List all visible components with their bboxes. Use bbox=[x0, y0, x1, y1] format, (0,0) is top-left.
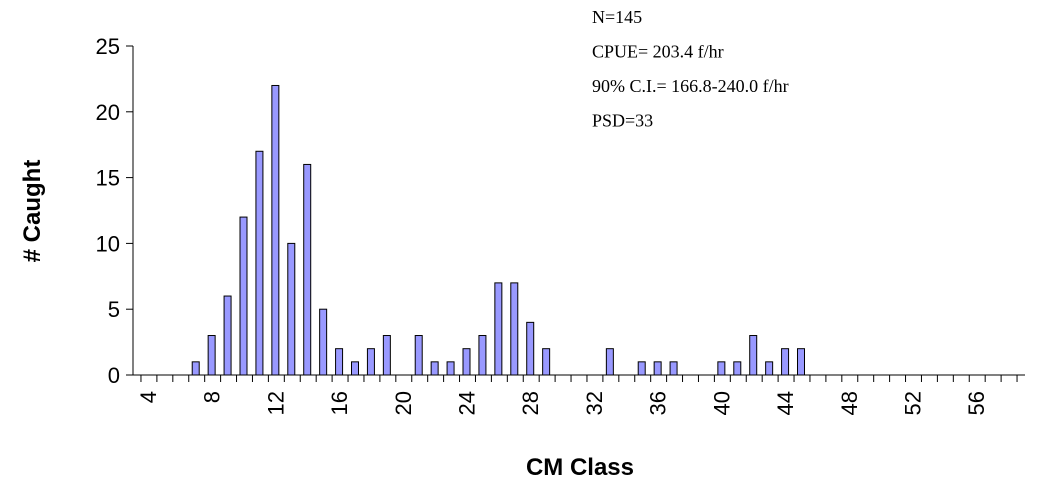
bar-33 bbox=[605, 348, 614, 376]
bar-41 bbox=[733, 361, 742, 376]
x-tick-label-20: 20 bbox=[391, 391, 416, 415]
bar-21 bbox=[414, 335, 423, 376]
y-tick-label-0: 0 bbox=[108, 363, 120, 388]
y-axis-title: # Caught bbox=[19, 160, 46, 263]
x-tick-label-32: 32 bbox=[582, 391, 607, 415]
x-tick-label-16: 16 bbox=[327, 391, 352, 415]
x-tick-label-56: 56 bbox=[964, 391, 989, 415]
bar-42 bbox=[749, 335, 758, 376]
annotation-0: N=145 bbox=[592, 7, 642, 27]
bar-19 bbox=[382, 335, 391, 376]
x-tick-label-12: 12 bbox=[263, 391, 288, 415]
bar-29 bbox=[542, 348, 551, 376]
annotations-group: N=145 CPUE= 203.4 f/hr 90% C.I.= 166.8-240… bbox=[592, 7, 789, 131]
x-tick-label-36: 36 bbox=[646, 391, 671, 415]
x-tick-label-52: 52 bbox=[901, 391, 926, 415]
bar-40 bbox=[717, 361, 726, 376]
x-ticks-group: 4 8 12 16 20 24 28 32 36 40 44 48 52 56 bbox=[136, 375, 1018, 415]
bar-8 bbox=[207, 335, 216, 376]
x-tick-label-8: 8 bbox=[200, 391, 225, 403]
y-tick-label-10: 10 bbox=[96, 231, 120, 256]
bar-14 bbox=[303, 163, 312, 376]
x-tick-label-48: 48 bbox=[837, 391, 862, 415]
bar-23 bbox=[446, 361, 455, 376]
x-tick-label-24: 24 bbox=[455, 391, 480, 415]
y-tick-label-15: 15 bbox=[96, 166, 120, 191]
bar-26 bbox=[494, 282, 503, 376]
bar-13 bbox=[287, 242, 296, 376]
x-axis-title: CM Class bbox=[526, 454, 634, 481]
bar-12 bbox=[271, 84, 280, 376]
annotation-2: 90% C.I.= 166.8-240.0 f/hr bbox=[592, 76, 789, 96]
x-tick-label-28: 28 bbox=[518, 391, 543, 415]
bar-15 bbox=[319, 308, 328, 376]
bars-group bbox=[191, 84, 805, 376]
bar-25 bbox=[478, 335, 487, 376]
bar-9 bbox=[223, 295, 232, 376]
x-tick-label-4: 4 bbox=[136, 391, 161, 403]
bar-24 bbox=[462, 348, 471, 376]
y-ticks-group: 0 5 10 15 20 25 bbox=[96, 34, 133, 388]
bar-44 bbox=[781, 348, 790, 376]
x-tick-label-40: 40 bbox=[709, 391, 734, 415]
bar-43 bbox=[765, 361, 774, 376]
bar-18 bbox=[366, 348, 375, 376]
bar-11 bbox=[255, 150, 264, 376]
bar-22 bbox=[430, 361, 439, 376]
annotation-3: PSD=33 bbox=[592, 111, 653, 131]
bar-10 bbox=[239, 216, 248, 376]
bar-35 bbox=[637, 361, 646, 376]
y-tick-label-25: 25 bbox=[96, 34, 120, 59]
annotation-1: CPUE= 203.4 f/hr bbox=[592, 42, 724, 62]
bar-16 bbox=[335, 348, 344, 376]
x-tick-label-44: 44 bbox=[773, 391, 798, 415]
bar-7 bbox=[191, 361, 200, 376]
y-tick-label-20: 20 bbox=[96, 100, 120, 125]
bar-17 bbox=[351, 361, 359, 376]
bar-27 bbox=[510, 282, 519, 376]
bar-28 bbox=[526, 321, 535, 376]
bar-45 bbox=[797, 348, 805, 376]
bar-37 bbox=[669, 361, 678, 376]
bar-36 bbox=[653, 361, 662, 376]
y-tick-label-5: 5 bbox=[108, 297, 120, 322]
